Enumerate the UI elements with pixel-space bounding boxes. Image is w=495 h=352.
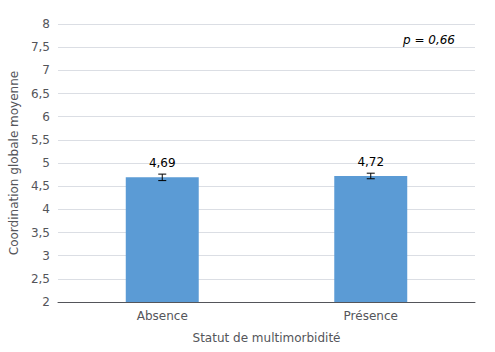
svg-text:Statut de multimorbidité: Statut de multimorbidité xyxy=(193,331,341,345)
svg-text:2: 2 xyxy=(42,295,50,309)
svg-text:4: 4 xyxy=(42,202,50,216)
svg-text:7: 7 xyxy=(42,63,50,77)
svg-text:Présence: Présence xyxy=(344,309,398,323)
svg-text:Coordination globale moyenne: Coordination globale moyenne xyxy=(7,71,21,255)
svg-text:5,5: 5,5 xyxy=(31,133,50,147)
svg-text:3: 3 xyxy=(42,249,50,263)
svg-text:5: 5 xyxy=(42,156,50,170)
svg-text:p = 0,66: p = 0,66 xyxy=(402,33,455,47)
svg-text:8: 8 xyxy=(42,17,50,31)
svg-text:4,69: 4,69 xyxy=(149,156,176,170)
svg-text:2,5: 2,5 xyxy=(31,272,50,286)
svg-text:3,5: 3,5 xyxy=(31,226,50,240)
svg-text:7,5: 7,5 xyxy=(31,40,50,54)
svg-text:Absence: Absence xyxy=(137,309,188,323)
svg-text:4,5: 4,5 xyxy=(31,179,50,193)
svg-text:4,72: 4,72 xyxy=(357,155,384,169)
svg-text:6,5: 6,5 xyxy=(31,87,50,101)
svg-text:6: 6 xyxy=(42,110,50,124)
